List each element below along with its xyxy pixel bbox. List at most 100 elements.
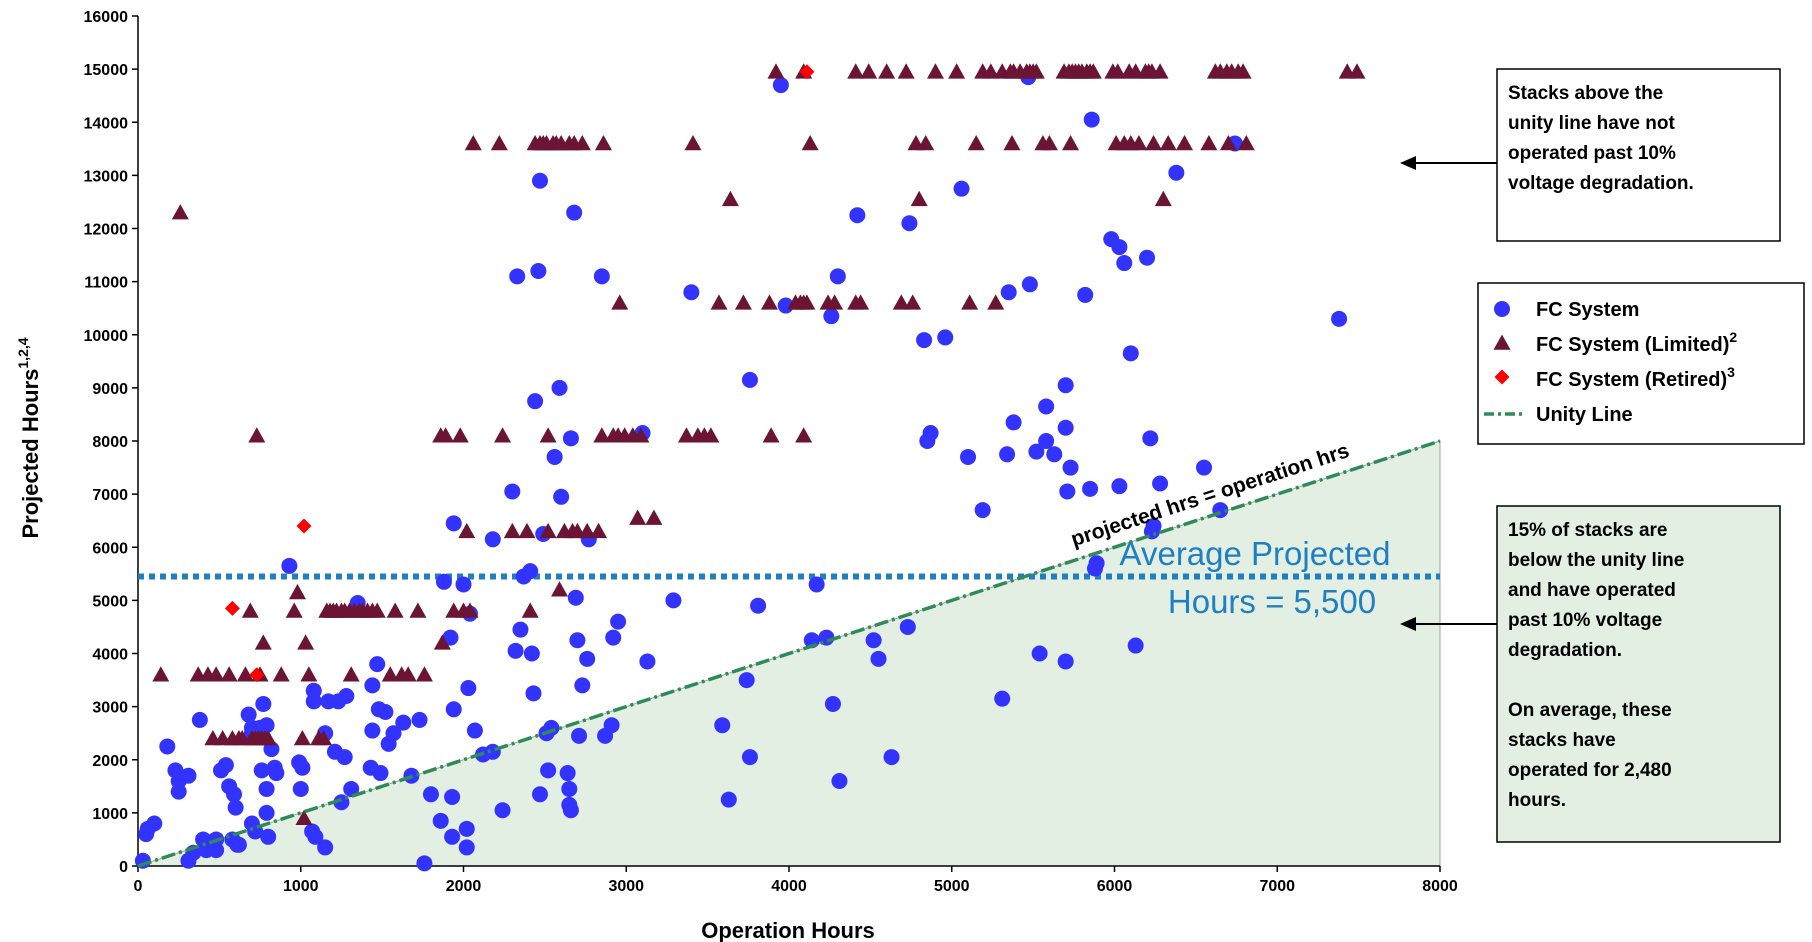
- data-point-fc-system: [227, 799, 244, 816]
- data-point-fc-limited: [578, 522, 596, 539]
- data-point-fc-system: [466, 722, 483, 739]
- data-point-fc-system: [720, 791, 737, 808]
- data-point-fc-system: [159, 738, 176, 755]
- data-point-fc-system: [831, 773, 848, 789]
- data-point-fc-limited: [982, 63, 1000, 79]
- arrow-above-head: [1400, 156, 1416, 170]
- data-point-fc-system: [343, 780, 360, 797]
- legend-box: [1477, 282, 1805, 445]
- y-tick-label: 14000: [84, 115, 129, 132]
- data-point-fc-system: [610, 613, 627, 630]
- data-point-fc-limited: [987, 294, 1005, 310]
- data-point-fc-limited: [464, 135, 482, 151]
- data-point-fc-system: [1062, 459, 1079, 476]
- data-point-fc-system: [146, 815, 163, 832]
- data-point-fc-limited: [437, 427, 455, 443]
- data-point-fc-retired: [224, 600, 240, 616]
- annotation-below-line: hours.: [1508, 790, 1566, 811]
- y-tick-label: 11000: [84, 275, 128, 292]
- data-point-fc-limited: [826, 294, 844, 310]
- data-point-fc-limited: [451, 427, 469, 443]
- data-point-fc-system: [1000, 284, 1017, 301]
- data-point-fc-system: [603, 717, 620, 734]
- data-point-fc-system: [960, 448, 977, 465]
- data-point-fc-system: [191, 711, 208, 728]
- data-point-fc-system: [494, 802, 511, 819]
- data-point-fc-system: [442, 629, 459, 646]
- data-point-fc-system: [870, 650, 887, 667]
- data-point-fc-system: [1059, 483, 1076, 500]
- data-point-fc-system: [180, 767, 197, 784]
- data-point-fc-limited: [461, 602, 479, 618]
- data-point-fc-system: [772, 77, 789, 94]
- y-tick-label: 2000: [92, 753, 128, 770]
- data-point-fc-system: [994, 690, 1011, 707]
- data-point-fc-limited: [795, 427, 813, 443]
- data-point-fc-system: [1077, 286, 1094, 303]
- average-label-line2: Hours = 5,500: [1168, 583, 1376, 620]
- y-tick-label: 8000: [92, 434, 128, 451]
- data-point-fc-limited: [518, 522, 536, 539]
- data-point-fc-system: [305, 682, 322, 699]
- data-point-fc-system: [369, 656, 386, 673]
- data-point-fc-system: [445, 515, 462, 532]
- data-point-fc-system: [1005, 414, 1022, 431]
- legend-entry-superscript: 2: [1729, 329, 1737, 345]
- y-tick-label: 15000: [84, 62, 129, 79]
- data-point-fc-system: [435, 573, 452, 590]
- data-point-fc-system: [540, 762, 557, 779]
- data-point-fc-limited: [1130, 135, 1148, 151]
- data-point-fc-system: [1196, 459, 1213, 476]
- legend-entry: FC System (Retired)3: [1536, 364, 1735, 391]
- annotation-below-line: stacks have: [1508, 730, 1616, 751]
- axes: 0 1000 2000 3000 4000 5000 6000 7000 8000 9000 100…: [84, 9, 1458, 895]
- data-point-fc-system: [829, 268, 846, 285]
- data-point-fc-limited: [409, 602, 427, 618]
- data-point-fc-system: [509, 268, 526, 285]
- data-point-fc-limited: [721, 190, 739, 207]
- y-tick-label: 4000: [92, 647, 128, 664]
- data-point-fc-limited: [590, 522, 608, 539]
- y-tick-label: 13000: [84, 168, 129, 185]
- y-tick-label: 9000: [92, 381, 128, 398]
- data-point-fc-limited: [1154, 190, 1172, 207]
- data-point-fc-system: [665, 592, 682, 609]
- data-point-fc-system: [395, 714, 412, 731]
- data-point-fc-system: [294, 759, 311, 776]
- data-point-fc-system: [901, 215, 918, 232]
- data-point-fc-limited: [611, 294, 629, 310]
- data-point-fc-system: [1127, 637, 1144, 654]
- legend-entry-name: FC System: [1536, 299, 1639, 321]
- data-point-fc-system: [750, 597, 767, 614]
- annotation-below-line: degradation.: [1508, 640, 1622, 661]
- y-tick-label: 7000: [92, 487, 128, 504]
- data-point-fc-limited: [734, 294, 752, 310]
- data-point-fc-system: [512, 621, 529, 638]
- data-point-fc-system: [1082, 480, 1099, 497]
- data-point-fc-limited: [760, 294, 778, 310]
- data-point-fc-system: [562, 802, 579, 819]
- data-point-fc-system: [268, 765, 285, 782]
- data-point-fc-limited: [1109, 63, 1127, 79]
- data-point-fc-system: [317, 839, 334, 856]
- data-point-fc-system: [445, 701, 462, 718]
- data-point-fc-system: [639, 653, 656, 670]
- data-point-fc-system: [260, 828, 277, 845]
- data-point-fc-limited: [259, 730, 277, 746]
- data-point-fc-limited: [236, 666, 254, 682]
- data-point-fc-system: [1031, 645, 1048, 662]
- data-point-fc-limited: [897, 63, 915, 79]
- data-point-fc-limited: [967, 135, 985, 151]
- data-point-fc-system: [1139, 249, 1156, 266]
- data-point-fc-system: [1046, 446, 1063, 463]
- data-point-fc-system: [683, 284, 700, 301]
- data-point-fc-system: [530, 263, 547, 279]
- data-point-fc-system: [1057, 419, 1074, 436]
- data-point-fc-retired: [799, 64, 815, 80]
- data-point-fc-system: [208, 842, 225, 859]
- data-point-fc-system: [566, 204, 583, 221]
- data-point-fc-system: [217, 757, 234, 774]
- data-point-fc-system: [922, 425, 939, 442]
